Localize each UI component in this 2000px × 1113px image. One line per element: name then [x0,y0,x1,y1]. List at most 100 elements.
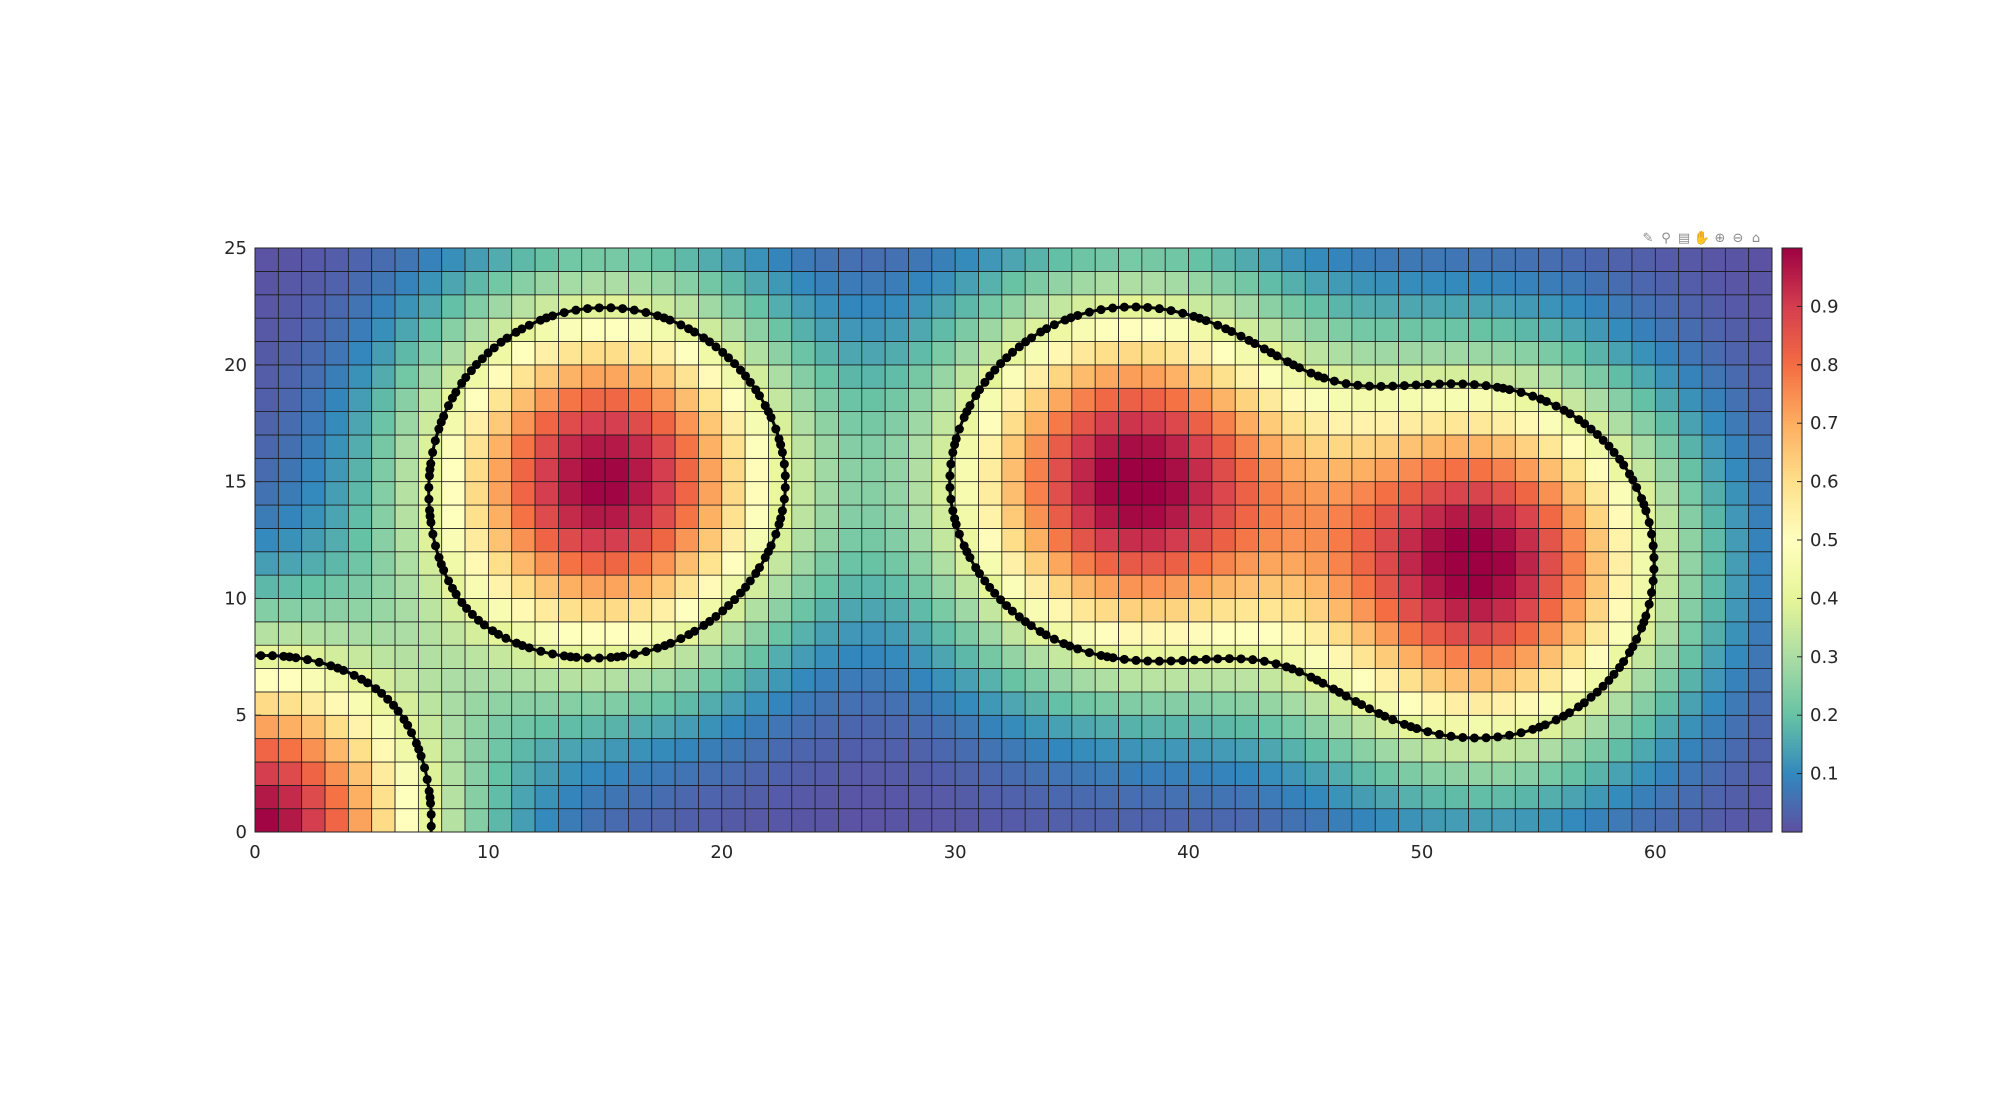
heatmap-cell [1094,784,1120,810]
heatmap-cell [581,317,606,342]
colorbar-tick-label: 0.7 [1810,413,1839,434]
heatmap-cell [954,481,979,506]
zoom-in-icon[interactable]: ⊕ [1714,230,1726,246]
heatmap-cell [1748,714,1773,740]
heatmap-cell [1374,527,1400,553]
colorbar-segment [1782,756,1802,760]
heatmap-cell [558,481,583,506]
heatmap-cell [347,598,373,623]
heatmap-cell [1631,738,1656,763]
heatmap-cell [674,481,699,506]
heatmap-cell [1258,621,1283,646]
heatmap-cell [1678,551,1703,576]
heatmap-cell [511,784,536,810]
heatmap-cell [1608,714,1633,740]
heatmap-cell [534,784,559,810]
contour-marker [1493,732,1503,742]
colorbar-segment [1782,583,1802,588]
colorbar-tick-label: 0.1 [1810,764,1839,785]
heatmap-cell [838,247,863,272]
colorbar-segment [1782,604,1802,608]
heatmap-cell [464,247,489,272]
heatmap-cell [674,808,699,833]
heatmap-cell [511,247,536,272]
heatmap-cell [534,551,559,576]
heatmap-cell [1584,317,1610,342]
heatmap-cell [441,457,466,483]
heatmap-cell [347,434,373,459]
heatmap-cell [1398,621,1423,646]
heatmap-cell [558,761,583,786]
heatmap-cell [347,551,373,576]
heatmap-cell [721,551,746,576]
heatmap-cell [1538,738,1563,763]
heatmap-cell [1491,294,1516,319]
heatmap-cell [1258,527,1283,553]
heatmap-cell [814,481,839,506]
heatmap-cell [324,574,349,599]
heatmap-cell [1188,341,1213,366]
x-tick-label: 30 [944,842,967,863]
contour-marker [1647,529,1657,539]
datatip-icon[interactable]: ⚲ [1661,230,1671,246]
heatmap-cell [838,504,863,529]
contour-marker [1644,599,1654,609]
heatmap-cell [1724,270,1750,296]
axes-box [254,247,1773,833]
contour-marker [980,576,990,586]
heatmap-cell [1748,808,1773,833]
heatmap-cell [1141,738,1166,763]
pan-icon[interactable]: ✋ [1693,230,1711,246]
heatmap-cell [1491,481,1516,506]
contour-marker [1108,303,1118,313]
heatmap-cell [1141,621,1166,646]
heatmap-cell [1304,551,1330,576]
contour-marker [1632,482,1642,492]
contour-marker [1609,669,1619,679]
colorbar[interactable]: 0.10.20.30.40.50.60.70.80.9 [1781,247,1839,833]
heatmap-cell [1351,294,1376,319]
heatmap-cell [1234,691,1260,716]
contour-marker [1586,424,1596,434]
heatmap-cell [1304,411,1330,436]
heatmap-cell [628,247,653,272]
heatmap-cell [931,761,956,786]
heatmap-cell [1491,341,1516,366]
heatmap-cell [1748,621,1773,646]
heatmap-cell [1701,644,1726,669]
brush-icon[interactable]: ✎ [1642,230,1654,246]
heatmap-cell [277,434,303,459]
contour-marker [566,652,576,662]
heatmap-cell [628,621,653,646]
heatmap-cell [1258,551,1283,576]
heatmap-cell [1188,387,1213,413]
home-icon[interactable]: ⌂ [1751,230,1761,246]
heatmap-cell [487,784,513,810]
heatmap-cell [1001,247,1026,272]
colorbar-segment [1782,312,1802,316]
colorbar-segment [1782,531,1802,535]
heatmap-cell [698,411,723,436]
heatmap-cell [394,294,419,319]
heatmap-cell [1281,527,1306,553]
axes-toolbar: ✎ ⚲ ▤ ✋ ⊕ ⊖ ⌂ [1640,228,1764,248]
heatmap-cell [791,504,816,529]
heatmap-cell [1561,481,1586,506]
contour-marker [1259,656,1269,666]
heatmap-cell [1258,457,1283,483]
heatmap-cell [254,784,279,810]
heatmap-cell [651,808,676,833]
heatmap-cell [347,411,373,436]
heatmap-cell [978,784,1003,810]
heatmap-cell [861,294,886,319]
heatmap-cell [324,527,349,553]
heatmap-cell [791,481,816,506]
heatmap-cell [604,574,629,599]
heatmap-cell [1071,364,1096,389]
colorbar-segment [1782,353,1802,357]
colorbar-segment [1782,373,1802,378]
heatmap-cell [394,504,419,529]
restore-view-icon[interactable]: ▤ [1677,230,1691,246]
zoom-out-icon[interactable]: ⊖ [1732,230,1744,246]
heatmap-cell [1071,784,1096,810]
